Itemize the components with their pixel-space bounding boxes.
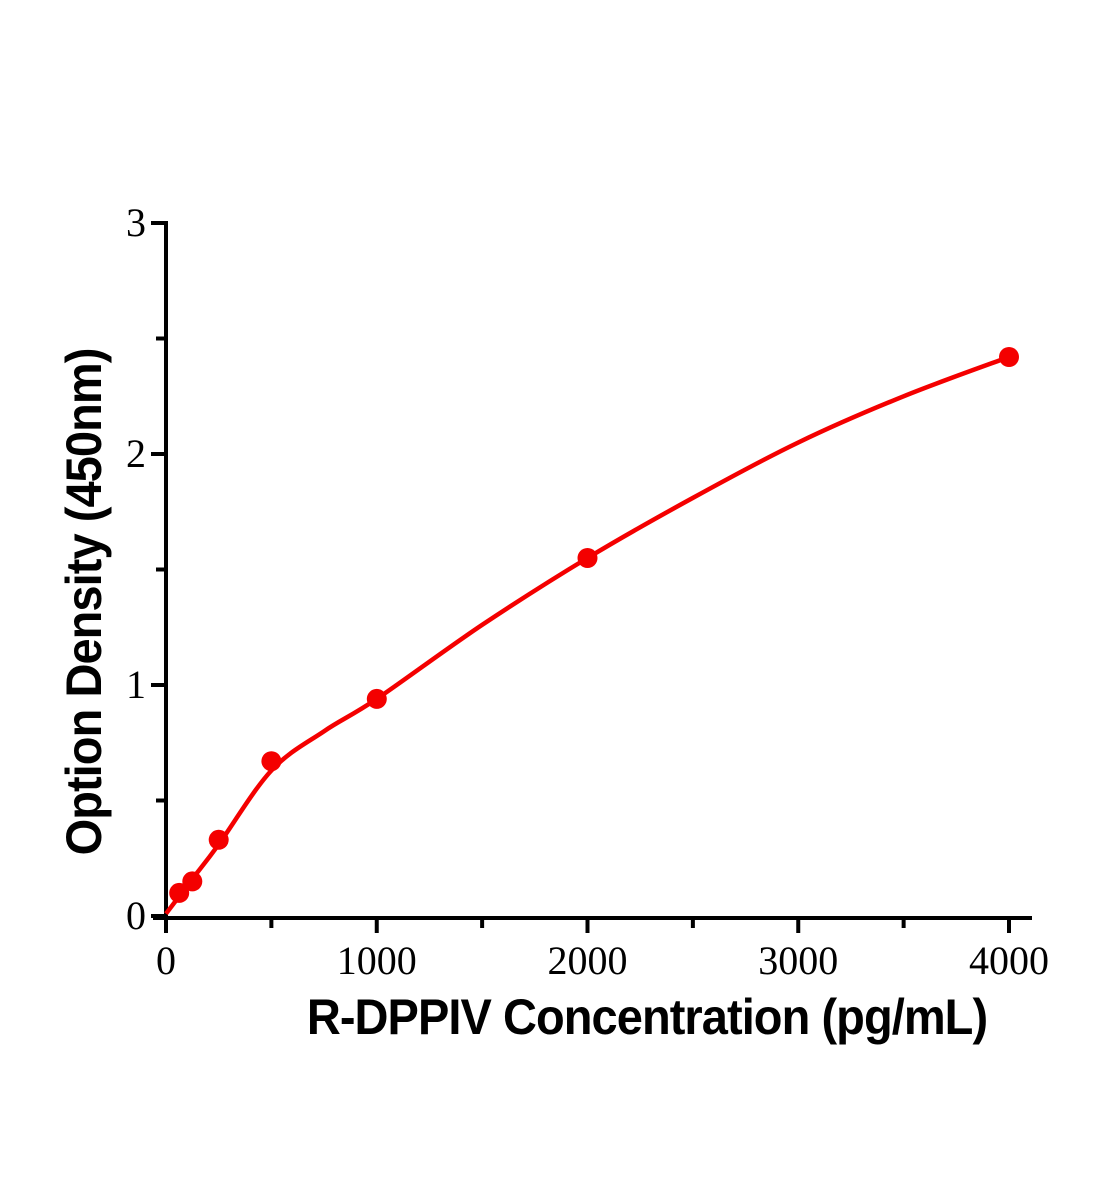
x-axis-title: R-DPPIV Concentration (pg/mL): [306, 989, 988, 1045]
y-tick-label: 3: [126, 200, 146, 245]
y-axis-title: Option Density (450nm): [56, 348, 112, 856]
y-tick-label: 1: [126, 662, 146, 707]
y-tick-label: 0: [126, 893, 146, 938]
data-point: [366, 688, 387, 709]
data-point: [577, 548, 598, 568]
fit-curve-line: [164, 354, 1010, 916]
data-point: [261, 751, 282, 772]
data-point: [169, 882, 190, 903]
x-tick-label: 1000: [337, 938, 417, 983]
x-tick-label: 3000: [758, 938, 838, 983]
data-point: [182, 871, 203, 892]
x-tick-label: 4000: [969, 938, 1049, 983]
data-point: [208, 829, 229, 850]
x-tick-label: 2000: [548, 938, 628, 983]
x-tick-label: 0: [156, 938, 176, 983]
data-point: [999, 347, 1019, 367]
y-tick-label: 2: [126, 431, 146, 476]
